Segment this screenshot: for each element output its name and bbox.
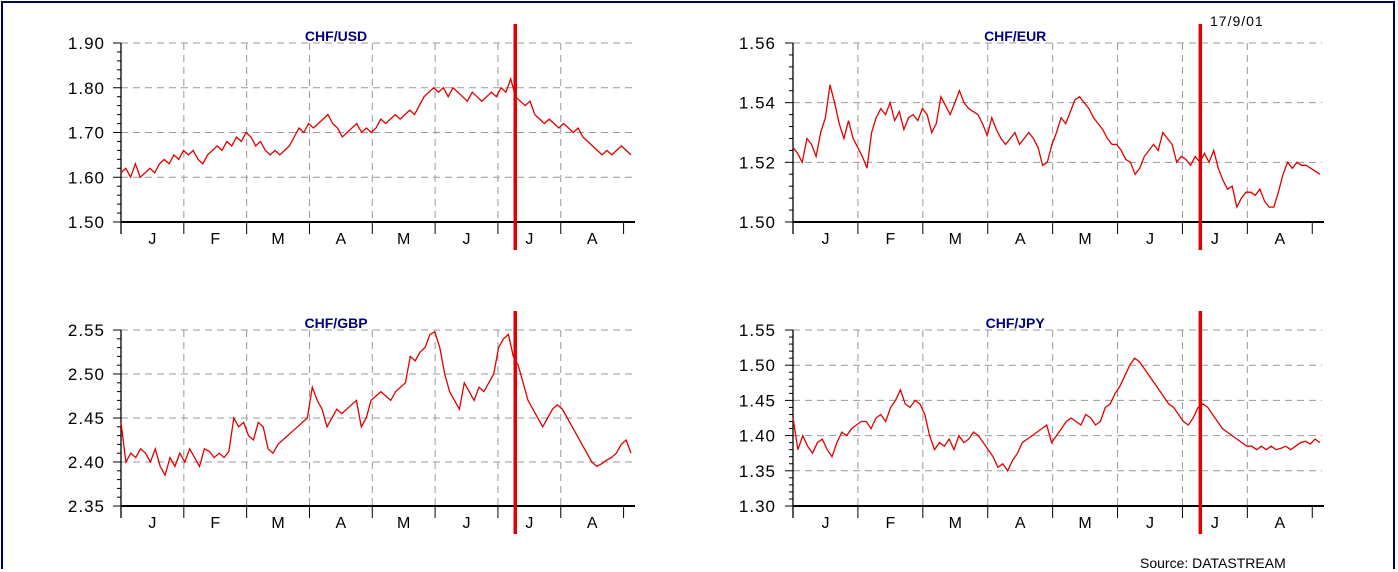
- x-tick-label: J: [148, 515, 156, 532]
- date-stamp: 17/9/01: [1210, 13, 1264, 29]
- x-tick-label: M: [397, 231, 410, 248]
- chart-title: CHF/GBP: [305, 315, 368, 331]
- y-tick-label: 1.40: [739, 427, 776, 446]
- y-tick-label: 2.40: [68, 453, 105, 472]
- y-tick-label: 1.55: [739, 321, 776, 340]
- y-tick-label: 1.54: [739, 94, 776, 113]
- x-tick-label: F: [885, 515, 895, 532]
- y-tick-label: 1.52: [739, 153, 776, 172]
- series-line: [792, 84, 1321, 210]
- x-tick-label: J: [821, 231, 829, 248]
- y-tick-label: 1.60: [68, 168, 105, 187]
- x-tick-label: A: [587, 515, 598, 532]
- series-line: [120, 330, 632, 477]
- x-tick-label: M: [1078, 231, 1091, 248]
- x-tick-label: A: [336, 231, 347, 248]
- x-tick-label: J: [525, 515, 533, 532]
- chart-title: CHF/USD: [305, 28, 367, 44]
- x-tick-label: M: [949, 515, 962, 532]
- x-tick-label: M: [397, 515, 410, 532]
- y-tick-label: 1.30: [739, 497, 776, 516]
- series-line: [120, 76, 632, 179]
- x-tick-label: F: [210, 515, 220, 532]
- y-tick-label: 1.56: [739, 34, 776, 53]
- x-tick-label: J: [1211, 231, 1219, 248]
- y-tick-label: 1.90: [68, 34, 105, 53]
- x-tick-label: J: [1146, 515, 1154, 532]
- x-tick-label: A: [1274, 231, 1285, 248]
- y-tick-label: 1.70: [68, 124, 105, 143]
- y-tick-label: 2.55: [68, 321, 105, 340]
- y-tick-label: 1.45: [739, 391, 776, 410]
- y-tick-label: 2.35: [68, 497, 105, 516]
- y-tick-label: 1.50: [68, 213, 105, 232]
- x-tick-label: M: [1078, 515, 1091, 532]
- x-tick-label: J: [463, 231, 471, 248]
- x-tick-label: M: [949, 231, 962, 248]
- x-tick-label: J: [148, 231, 156, 248]
- chart-panel-chf-usd: 1.50 1.60 1.70 1.80 1.90 J F M A M J J A CHF/USD: [68, 24, 635, 250]
- y-tick-label: 1.50: [739, 356, 776, 375]
- x-tick-label: M: [271, 231, 284, 248]
- x-tick-label: J: [525, 231, 533, 248]
- chart-title: CHF/JPY: [986, 315, 1046, 331]
- source-note: Source: DATASTREAM: [1140, 555, 1286, 571]
- y-tick-label: 1.35: [739, 462, 776, 481]
- x-tick-label: A: [1015, 231, 1026, 248]
- x-tick-label: A: [587, 231, 598, 248]
- x-tick-label: M: [271, 515, 284, 532]
- x-tick-label: A: [1274, 515, 1285, 532]
- x-tick-label: J: [1146, 231, 1154, 248]
- chart-panel-chf-gbp: 2.35 2.40 2.45 2.50 2.55 J F M A M J J A CHF/GBP: [68, 311, 635, 534]
- y-tick-label: 2.45: [68, 409, 105, 428]
- x-tick-label: A: [1015, 515, 1026, 532]
- y-tick-label: 2.50: [68, 365, 105, 384]
- y-tick-label: 1.80: [68, 79, 105, 98]
- x-tick-label: J: [1211, 515, 1219, 532]
- series-line: [792, 357, 1321, 473]
- chart-title: CHF/EUR: [984, 28, 1046, 44]
- x-tick-label: J: [463, 515, 471, 532]
- chart-panel-chf-eur: 1.50 1.52 1.54 1.56 J F M A M J J A CHF/EUR: [739, 24, 1324, 250]
- y-tick-label: 1.50: [739, 213, 776, 232]
- x-tick-label: A: [336, 515, 347, 532]
- x-tick-label: J: [821, 515, 829, 532]
- x-tick-label: F: [210, 231, 220, 248]
- chart-panel-chf-jpy: 1.30 1.35 1.40 1.45 1.50 1.55 J F M A M J J A CHF/JPY: [739, 311, 1324, 534]
- x-tick-label: F: [885, 231, 895, 248]
